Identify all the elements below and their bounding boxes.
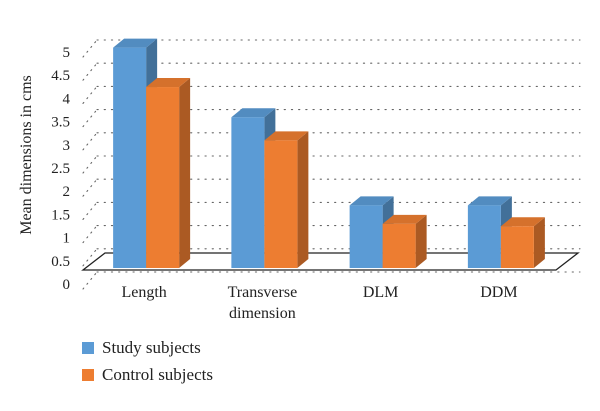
x-category-label: DDM <box>480 284 517 301</box>
legend-label: Study subjects <box>102 338 201 357</box>
y-tick-label: 2 <box>63 184 71 200</box>
y-tick-label: 4.5 <box>51 68 70 84</box>
gridline-side <box>82 248 98 267</box>
bars <box>113 38 545 268</box>
legend: Study subjects Control subjects <box>82 338 213 384</box>
x-category-label: Transverse dimension <box>228 284 298 322</box>
y-tick-label: 4 <box>63 91 71 107</box>
legend-swatch <box>82 342 94 354</box>
gridline-side <box>82 39 98 58</box>
y-tick-label: 5 <box>63 45 71 61</box>
legend-label: Control subjects <box>102 365 213 384</box>
gridline-side <box>82 109 98 128</box>
gridline-side <box>82 62 98 81</box>
chart-floor <box>81 252 580 271</box>
bar-study-subjects-ddm <box>467 196 512 268</box>
y-tick-label: 2.5 <box>51 161 70 177</box>
y-tick-label: 0 <box>63 277 71 293</box>
gridline-side <box>82 271 98 290</box>
bar-control-subjects-transverse-dimension <box>264 131 309 268</box>
bar-control-subjects-ddm <box>500 217 545 268</box>
y-tick-label: 3 <box>63 138 71 154</box>
bar-control-subjects-length <box>146 78 191 268</box>
floor-plane <box>81 252 580 271</box>
gridline-side <box>82 201 98 220</box>
bar-control-subjects-dlm <box>382 214 427 268</box>
y-axis-ticks: 0 0.5 1 1.5 2 2.5 3 3.5 4 4.5 5 <box>51 45 70 293</box>
x-category-label: Length <box>121 284 166 301</box>
gridline-side <box>82 178 98 197</box>
x-category-label: DLM <box>363 284 399 301</box>
legend-swatch <box>82 369 94 381</box>
x-axis-categories: Length Transverse dimension DLM DDM <box>121 284 517 322</box>
y-tick-label: 3.5 <box>51 115 70 131</box>
y-axis-title: Mean dimensions in cms <box>18 75 35 235</box>
gridline-side <box>82 132 98 151</box>
gridline-side <box>82 85 98 104</box>
y-tick-label: 1.5 <box>51 207 70 223</box>
y-tick-label: 1 <box>63 231 71 247</box>
gridline-side <box>82 225 98 244</box>
gridline-side <box>82 155 98 174</box>
y-tick-label: 0.5 <box>51 254 70 270</box>
